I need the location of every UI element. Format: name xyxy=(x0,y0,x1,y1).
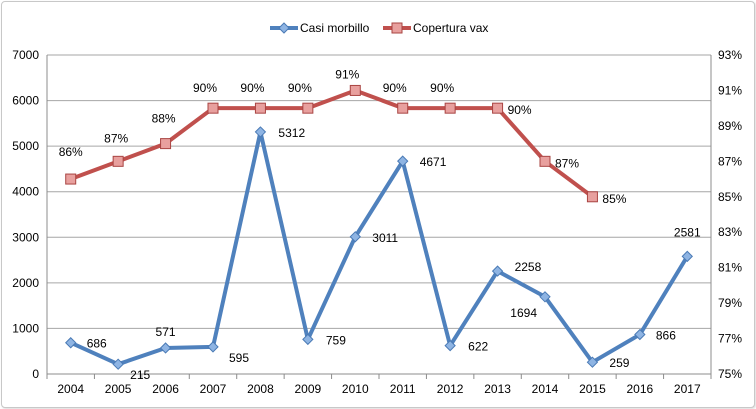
y-right-tick-label: 77% xyxy=(718,332,742,346)
y-left-tick-label: 3000 xyxy=(12,230,39,244)
data-point-copertura-vax xyxy=(112,155,124,167)
x-tick-label: 2016 xyxy=(627,382,654,396)
data-point-casi-morbillo xyxy=(254,126,267,138)
x-tick-label: 2015 xyxy=(579,382,606,396)
data-label-casi-morbillo: 5312 xyxy=(278,126,305,140)
series-line-copertura-vax xyxy=(70,88,594,199)
x-tick-label: 2009 xyxy=(295,382,322,396)
data-label-casi-morbillo: 622 xyxy=(468,340,488,354)
data-label-casi-morbillo: 595 xyxy=(229,351,249,365)
data-point-casi-morbillo xyxy=(112,358,124,370)
data-label-casi-morbillo: 215 xyxy=(130,368,150,382)
x-tick-label: 2006 xyxy=(152,382,179,396)
data-point-copertura-vax xyxy=(160,138,172,150)
data-label-casi-morbillo: 866 xyxy=(656,329,676,343)
data-label-casi-morbillo: 571 xyxy=(156,325,176,339)
data-label-copertura-vax: 90% xyxy=(508,103,532,117)
data-point-copertura-vax xyxy=(65,173,77,185)
legend-label-copertura-vax: Copertura vax xyxy=(413,21,488,35)
data-label-copertura-vax: 90% xyxy=(430,81,454,95)
y-right-tick-label: 89% xyxy=(718,119,742,133)
data-label-copertura-vax: 90% xyxy=(383,81,407,95)
x-tick-label: 2013 xyxy=(484,382,511,396)
y-right-tick-label: 85% xyxy=(718,190,742,204)
x-tick-label: 2008 xyxy=(247,382,274,396)
data-label-casi-morbillo: 259 xyxy=(609,356,629,370)
data-point-casi-morbillo xyxy=(634,328,646,341)
y-left-tick-label: 5000 xyxy=(12,139,39,153)
x-tick-label: 2005 xyxy=(105,382,132,396)
data-point-copertura-vax xyxy=(444,102,456,114)
data-point-copertura-vax xyxy=(492,102,504,114)
data-label-copertura-vax: 88% xyxy=(152,112,176,126)
data-point-copertura-vax xyxy=(302,102,314,114)
legend-marker-casi-morbillo xyxy=(278,22,290,34)
data-point-casi-morbillo xyxy=(586,356,599,368)
data-point-casi-morbillo xyxy=(539,291,551,303)
y-left-tick-label: 2000 xyxy=(12,276,39,290)
data-label-copertura-vax: 85% xyxy=(602,192,626,206)
data-label-casi-morbillo: 3011 xyxy=(372,231,398,245)
data-label-copertura-vax: 90% xyxy=(193,81,217,95)
y-left-tick-label: 4000 xyxy=(12,185,39,199)
data-label-casi-morbillo: 686 xyxy=(87,337,107,351)
data-point-copertura-vax xyxy=(586,191,598,203)
data-label-casi-morbillo: 4671 xyxy=(420,155,447,169)
x-tick-label: 2010 xyxy=(342,382,369,396)
data-point-casi-morbillo xyxy=(444,339,456,352)
data-label-casi-morbillo: 759 xyxy=(326,333,346,347)
data-point-casi-morbillo xyxy=(207,341,219,353)
data-label-casi-morbillo: 2581 xyxy=(674,225,701,239)
data-point-casi-morbillo xyxy=(302,333,314,346)
y-left-tick-label: 6000 xyxy=(12,94,39,108)
x-tick-label: 2017 xyxy=(674,382,701,396)
y-right-tick-label: 87% xyxy=(718,154,742,168)
data-label-copertura-vax: 87% xyxy=(555,156,579,170)
data-point-casi-morbillo xyxy=(65,337,77,349)
x-tick-label: 2012 xyxy=(437,382,464,396)
x-tick-label: 2011 xyxy=(390,382,416,396)
y-right-tick-label: 91% xyxy=(718,83,742,97)
data-point-copertura-vax xyxy=(397,102,409,114)
y-right-tick-label: 79% xyxy=(718,296,742,310)
data-point-casi-morbillo xyxy=(681,250,693,263)
series-line-casi-morbillo xyxy=(69,129,689,367)
data-point-copertura-vax xyxy=(207,102,219,114)
data-label-copertura-vax: 91% xyxy=(335,67,359,81)
y-right-tick-label: 81% xyxy=(718,261,742,275)
y-right-tick-label: 83% xyxy=(718,225,742,239)
legend-label-casi-morbillo: Casi morbillo xyxy=(300,21,370,35)
y-left-tick-label: 7000 xyxy=(12,48,39,62)
data-point-copertura-vax xyxy=(539,155,551,167)
x-tick-label: 2014 xyxy=(532,382,559,396)
x-tick-label: 2007 xyxy=(200,382,227,396)
y-right-tick-label: 93% xyxy=(718,48,742,62)
data-point-copertura-vax xyxy=(254,102,266,114)
data-label-copertura-vax: 86% xyxy=(59,145,83,159)
data-label-casi-morbillo: 1694 xyxy=(510,306,537,320)
x-tick-label: 2004 xyxy=(57,382,84,396)
data-point-casi-morbillo xyxy=(397,155,409,167)
data-label-copertura-vax: 90% xyxy=(240,81,264,95)
data-point-copertura-vax xyxy=(349,84,361,96)
data-point-casi-morbillo xyxy=(491,265,504,277)
data-point-casi-morbillo xyxy=(159,342,172,354)
y-right-tick-label: 75% xyxy=(718,367,742,381)
data-label-casi-morbillo: 2258 xyxy=(515,260,542,274)
data-label-copertura-vax: 87% xyxy=(104,131,128,145)
y-left-tick-label: 1000 xyxy=(12,321,39,335)
y-left-tick-label: 0 xyxy=(32,367,39,381)
data-label-copertura-vax: 90% xyxy=(288,81,312,95)
data-point-casi-morbillo xyxy=(349,231,361,243)
legend-marker-copertura-vax xyxy=(391,22,403,34)
